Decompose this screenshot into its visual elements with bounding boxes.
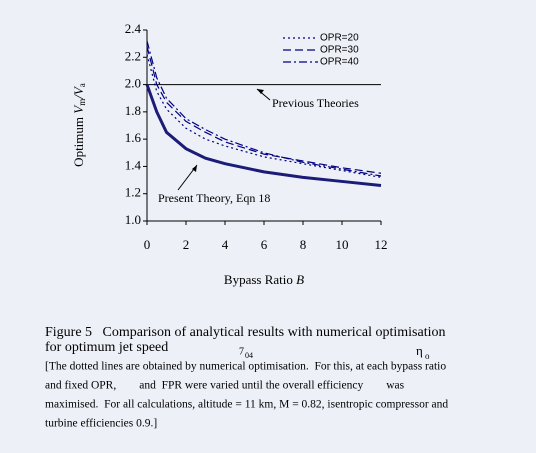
arrow-head bbox=[192, 165, 197, 172]
caption-line: Figure 5 Comparison of analytical result… bbox=[45, 325, 445, 340]
arrow-head bbox=[257, 89, 264, 94]
caption-line: turbine efficiencies 0.9.] bbox=[45, 418, 157, 430]
caption-line: and fixed OPR, and FPR were varied until… bbox=[45, 380, 405, 392]
x-axis-label: Bypass Ratio B bbox=[224, 272, 304, 287]
caption-symbol: 04 bbox=[245, 351, 253, 360]
y-axis-label: Optimum Vm/Va bbox=[71, 83, 87, 167]
x-tick-label: 6 bbox=[261, 237, 268, 252]
caption-line: for optimum jet speed bbox=[45, 340, 168, 355]
x-tick-label: 4 bbox=[222, 237, 229, 252]
caption-line: maximised. For all calculations, altitud… bbox=[45, 399, 448, 411]
x-tick-label: 12 bbox=[375, 237, 388, 252]
y-tick-label: 2.4 bbox=[125, 21, 142, 36]
series-line bbox=[146, 54, 382, 178]
legend-label: OPR=40 bbox=[320, 57, 359, 68]
series-line bbox=[146, 46, 382, 174]
y-tick-label: 2.2 bbox=[125, 48, 141, 63]
caption-symbol: 7 bbox=[239, 346, 244, 357]
annotation: Previous Theories bbox=[272, 96, 359, 110]
series-line bbox=[145, 84, 382, 188]
series-line bbox=[146, 40, 382, 177]
y-tick-label: 1.6 bbox=[125, 130, 142, 145]
caption-line: [The dotted lines are obtained by numeri… bbox=[45, 361, 446, 373]
x-tick-label: 8 bbox=[300, 237, 307, 252]
x-tick-label: 10 bbox=[336, 237, 349, 252]
y-tick-label: 1.4 bbox=[125, 157, 142, 172]
legend-label: OPR=30 bbox=[320, 45, 359, 56]
x-tick-label: 2 bbox=[183, 237, 190, 252]
y-tick-label: 1.8 bbox=[125, 103, 141, 118]
y-tick-label: 1.2 bbox=[125, 185, 141, 200]
legend-label: OPR=20 bbox=[320, 33, 359, 44]
x-tick-label: 0 bbox=[144, 237, 151, 252]
y-tick-label: 1.0 bbox=[125, 212, 141, 227]
annotation: Present Theory, Eqn 18 bbox=[158, 191, 270, 205]
caption-symbol: o bbox=[425, 351, 430, 361]
y-tick-label: 2.0 bbox=[125, 76, 141, 91]
caption-symbol: η bbox=[416, 343, 423, 358]
